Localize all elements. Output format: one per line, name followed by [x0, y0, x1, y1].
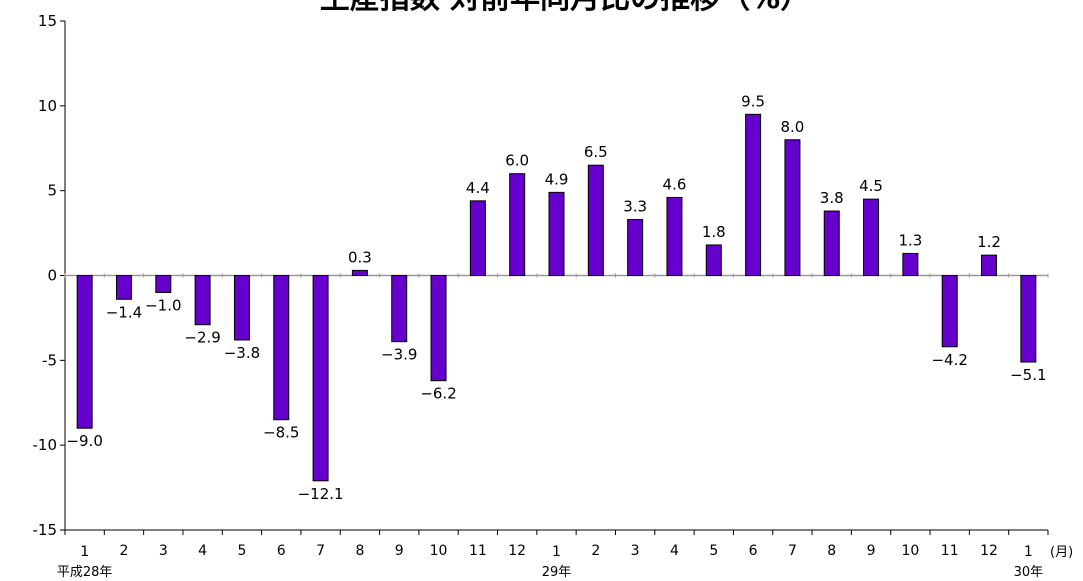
- x-tick-label: 9: [395, 543, 404, 559]
- bar: [941, 275, 958, 348]
- x-tick-label: 3: [631, 543, 640, 559]
- data-label: −3.8: [224, 344, 260, 362]
- data-label: −8.5: [263, 424, 299, 442]
- data-label: −4.2: [931, 351, 967, 369]
- y-tick-label: -10: [33, 436, 58, 454]
- x-tick-label: 11: [469, 543, 487, 559]
- data-label: 6.5: [584, 143, 608, 161]
- y-tick-label: -15: [33, 521, 58, 539]
- data-label: −1.0: [145, 296, 181, 314]
- x-tick-label: 8: [355, 543, 364, 559]
- x-tick-label: 5: [237, 543, 246, 559]
- data-label: 4.9: [545, 170, 569, 188]
- x-tick-label: 4: [198, 543, 207, 559]
- y-tick-label: 0: [47, 267, 57, 285]
- data-label: −6.2: [420, 385, 456, 403]
- x-tick-label: 6: [277, 543, 286, 559]
- data-label: 9.5: [741, 92, 765, 110]
- year-label: 平成28年: [57, 565, 113, 580]
- data-label: 6.0: [505, 152, 529, 170]
- x-tick-label: 1: [552, 544, 561, 560]
- bar: [469, 200, 486, 276]
- x-tick-label: 9: [867, 543, 876, 559]
- x-tick-label: 10: [901, 543, 919, 559]
- x-tick-label: 1: [1024, 544, 1033, 560]
- y-tick-label: -5: [42, 351, 57, 369]
- bar: [784, 139, 801, 276]
- bar: [981, 254, 998, 276]
- bar: [430, 275, 447, 382]
- data-label: −12.1: [298, 485, 344, 503]
- bar: [666, 196, 683, 277]
- data-label: −9.0: [66, 432, 102, 450]
- bar: [863, 198, 880, 276]
- x-tick-label: 6: [749, 543, 758, 559]
- bar: [627, 219, 644, 276]
- x-unit-label: (月): [1050, 545, 1073, 560]
- data-label: −2.9: [184, 329, 220, 347]
- x-tick-label: 3: [159, 543, 168, 559]
- data-label: 3.3: [623, 198, 647, 216]
- data-label: 3.8: [820, 189, 844, 207]
- x-tick-label: 8: [827, 543, 836, 559]
- bars: [76, 113, 1037, 482]
- bar: [155, 275, 172, 293]
- bar: [233, 275, 250, 341]
- data-label: −1.4: [106, 303, 142, 321]
- year-label: 29年: [542, 565, 572, 580]
- x-tick-label: 1: [80, 544, 89, 560]
- bar: [548, 191, 565, 276]
- bar: [509, 173, 526, 276]
- bar: [76, 275, 93, 429]
- bar: [823, 210, 840, 277]
- bar: [194, 275, 211, 326]
- data-label: 1.8: [702, 223, 726, 241]
- data-label: 4.5: [859, 177, 883, 195]
- x-tick-label: 10: [430, 543, 448, 559]
- bar: [115, 275, 132, 300]
- data-label: 1.3: [898, 231, 922, 249]
- bar: [391, 275, 408, 343]
- bar: [705, 244, 722, 277]
- x-tick-label: 11: [941, 543, 959, 559]
- y-axis: -15 -10 -5 0 5 10 15: [33, 12, 66, 539]
- bar: [902, 252, 919, 276]
- x-tick-label: 2: [120, 543, 129, 559]
- data-label: 8.0: [780, 118, 804, 136]
- bar: [351, 269, 368, 277]
- data-label: −5.1: [1010, 366, 1046, 384]
- x-tick-label: 12: [508, 543, 526, 559]
- x-tick-label: 12: [980, 543, 998, 559]
- x-tick-label: 4: [670, 543, 679, 559]
- x-tick-label: 5: [709, 543, 718, 559]
- y-tick-label: 10: [38, 97, 57, 115]
- bar: [312, 275, 329, 482]
- data-label: 0.3: [348, 248, 372, 266]
- bar: [745, 113, 762, 276]
- data-labels: −9.0 −1.4 −1.0−2.9−3.8 −8.5 −12.1 0.3 −3.9 −6.2…: [66, 92, 1046, 502]
- x-tick-label: 7: [788, 543, 797, 559]
- chart-title: 生産指数 対前年同月比の推移（%）: [320, 0, 811, 16]
- bar: [273, 275, 290, 421]
- y-tick-label: 15: [38, 12, 57, 30]
- year-label: 30年: [1014, 565, 1044, 580]
- data-label: 4.4: [466, 179, 490, 197]
- bar: [1020, 275, 1037, 363]
- data-label: −3.9: [381, 346, 417, 364]
- x-tick-label: 7: [316, 543, 325, 559]
- x-tick-label: 2: [591, 543, 600, 559]
- y-tick-label: 5: [47, 182, 57, 200]
- data-label: 4.6: [663, 175, 687, 193]
- data-label: 1.2: [977, 233, 1001, 251]
- bar: [587, 164, 604, 276]
